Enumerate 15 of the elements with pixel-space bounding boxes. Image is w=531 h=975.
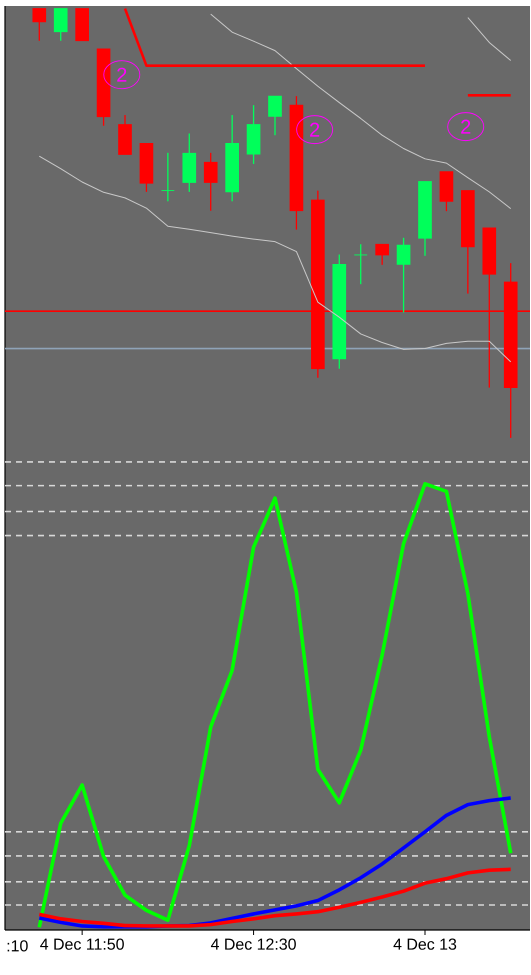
- annotation: 2: [461, 120, 470, 134]
- candlestick: [354, 244, 368, 285]
- x-tick-label: 4 Dec 11:50: [40, 938, 124, 950]
- candlestick: [32, 8, 46, 42]
- annotation: 2: [117, 68, 127, 82]
- candlestick: [54, 8, 68, 42]
- candlestick: [376, 244, 390, 266]
- text: :10: [8, 940, 28, 952]
- x-tick-label: 4 Dec 12:30: [211, 938, 296, 950]
- x-tick-label: 4 Dec 13: [394, 938, 456, 950]
- candlestick: [204, 152, 218, 212]
- candlestick: [161, 152, 175, 202]
- candlestick: [268, 95, 282, 136]
- candlestick: [396, 237, 411, 314]
- annotation: 2: [310, 122, 320, 137]
